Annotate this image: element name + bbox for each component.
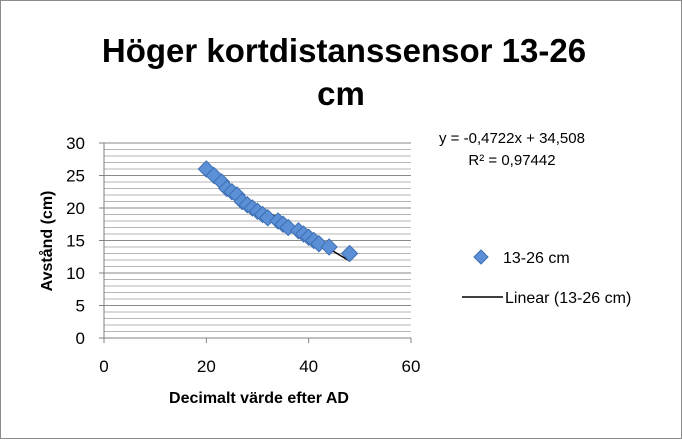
y-axis-title: Avstånd (cm) (38, 191, 56, 292)
y-tick-label: 0 (76, 329, 85, 348)
legend-trendline-label: Linear (13-26 cm) (505, 290, 631, 307)
x-tick-label: 40 (299, 357, 318, 376)
legend-marker-icon (473, 249, 489, 265)
data-point (320, 238, 338, 256)
legend-diamond-marker (473, 249, 489, 265)
gridlines (104, 142, 411, 332)
y-tick-label: 15 (66, 232, 85, 251)
legend: 13-26 cm Linear (13-26 cm) (462, 249, 631, 307)
y-tick-label: 30 (66, 134, 85, 153)
y-tick-label: 20 (66, 199, 85, 218)
data-point (340, 244, 359, 263)
tick-labels: 0 5 10 15 20 25 30 0 20 40 60 (66, 134, 420, 376)
trendline-r-squared: R² = 0,97442 (468, 152, 555, 169)
y-tick-label: 10 (66, 264, 85, 283)
x-tick-label: 20 (197, 357, 216, 376)
x-tick-label: 0 (99, 357, 108, 376)
axes (99, 142, 412, 343)
trendline-equation: y = -0,4722x + 34,508 (439, 130, 585, 147)
legend-series-label: 13-26 cm (503, 250, 570, 267)
chart-title-line-2: cm (317, 75, 365, 112)
chart-title-line-1: Höger kortdistanssensor 13-26 (102, 32, 586, 69)
y-tick-label: 25 (66, 167, 85, 186)
y-tick-label: 5 (76, 297, 85, 316)
x-axis-title: Decimalt värde efter AD (169, 390, 349, 407)
x-tick-label: 60 (402, 357, 421, 376)
data-points (197, 160, 359, 263)
